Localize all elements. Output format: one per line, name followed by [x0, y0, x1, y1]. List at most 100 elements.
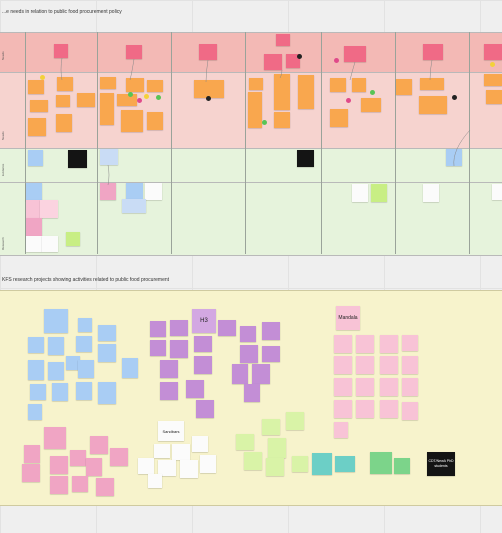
sticky-note[interactable] — [98, 325, 116, 341]
sticky-note[interactable] — [96, 478, 114, 496]
sticky-note[interactable] — [352, 78, 366, 92]
cluster-header-note[interactable] — [44, 427, 66, 449]
sticky-note[interactable] — [402, 335, 418, 351]
sticky-note[interactable] — [244, 452, 262, 470]
sticky-note[interactable] — [121, 110, 143, 132]
emoji-sticker[interactable] — [346, 98, 351, 103]
sticky-note[interactable] — [28, 80, 44, 94]
sticky-note[interactable] — [48, 362, 64, 380]
sticky-note[interactable] — [361, 98, 381, 112]
sticky-note[interactable] — [352, 184, 368, 202]
sticky-note[interactable] — [330, 109, 348, 127]
sticky-note[interactable] — [335, 456, 355, 472]
sticky-note[interactable] — [70, 450, 86, 466]
emoji-sticker[interactable] — [144, 94, 149, 99]
sticky-note[interactable] — [42, 236, 58, 252]
emoji-sticker[interactable] — [128, 92, 133, 97]
sticky-note[interactable] — [402, 402, 418, 420]
cluster-header-note[interactable]: CDT/NewA PhD students — [427, 452, 455, 476]
sticky-note[interactable] — [380, 335, 398, 353]
sticky-note[interactable] — [423, 44, 443, 60]
sticky-note[interactable] — [28, 337, 44, 353]
sticky-note[interactable] — [180, 460, 198, 478]
sticky-note[interactable] — [286, 54, 300, 68]
sticky-note[interactable] — [98, 382, 116, 404]
sticky-note[interactable] — [126, 45, 142, 59]
emoji-sticker[interactable] — [297, 54, 302, 59]
sticky-note[interactable] — [380, 378, 398, 396]
sticky-note[interactable] — [394, 458, 410, 474]
sticky-note[interactable] — [248, 92, 262, 128]
sticky-note[interactable] — [330, 78, 346, 92]
sticky-note[interactable] — [138, 458, 154, 474]
sticky-note[interactable] — [200, 455, 216, 473]
sticky-note[interactable] — [66, 356, 80, 370]
sticky-note[interactable] — [380, 356, 398, 374]
emoji-sticker[interactable] — [262, 120, 267, 125]
sticky-note[interactable] — [252, 364, 270, 384]
sticky-note[interactable] — [484, 74, 502, 86]
sticky-note[interactable] — [77, 93, 95, 107]
sticky-note[interactable] — [160, 360, 178, 378]
sticky-note[interactable] — [196, 400, 214, 418]
sticky-note[interactable] — [334, 356, 352, 374]
sticky-note[interactable] — [26, 236, 42, 252]
sticky-note[interactable] — [56, 95, 70, 107]
sticky-note[interactable] — [170, 340, 188, 358]
emoji-sticker[interactable] — [452, 95, 457, 100]
sticky-note[interactable] — [356, 335, 374, 353]
sticky-note[interactable] — [402, 378, 418, 396]
sticky-note[interactable] — [122, 358, 138, 378]
sticky-note[interactable] — [150, 321, 166, 337]
sticky-note[interactable] — [28, 404, 42, 420]
sticky-note[interactable] — [68, 150, 87, 168]
sticky-note[interactable] — [370, 452, 392, 474]
sticky-note[interactable] — [24, 445, 40, 463]
sticky-note[interactable] — [194, 336, 212, 352]
sticky-note[interactable] — [334, 335, 352, 353]
emoji-sticker[interactable] — [156, 95, 161, 100]
sticky-note[interactable] — [160, 382, 178, 400]
sticky-note[interactable] — [90, 436, 108, 454]
sticky-note[interactable] — [244, 384, 260, 402]
sticky-note[interactable] — [78, 360, 94, 378]
sticky-note[interactable] — [262, 419, 280, 435]
sticky-note[interactable] — [371, 184, 387, 202]
sticky-note[interactable] — [312, 453, 332, 475]
sticky-note[interactable] — [100, 93, 114, 125]
sticky-note[interactable] — [356, 400, 374, 418]
sticky-note[interactable] — [117, 94, 137, 106]
sticky-note[interactable] — [122, 199, 146, 213]
sticky-note[interactable] — [26, 218, 42, 236]
sticky-note[interactable] — [232, 364, 248, 384]
sticky-note[interactable] — [199, 44, 217, 60]
sticky-note[interactable] — [236, 434, 254, 450]
sticky-note[interactable] — [264, 54, 282, 70]
sticky-note[interactable] — [334, 422, 348, 438]
sticky-note[interactable] — [186, 380, 204, 398]
sticky-note[interactable] — [286, 412, 304, 430]
sticky-note[interactable] — [334, 400, 352, 418]
sticky-note[interactable] — [30, 384, 46, 400]
sticky-note[interactable] — [147, 112, 163, 130]
sticky-note[interactable] — [297, 150, 314, 167]
sticky-note[interactable] — [26, 183, 42, 201]
emoji-sticker[interactable] — [40, 75, 45, 80]
sticky-note[interactable] — [268, 438, 286, 458]
sticky-note[interactable] — [48, 337, 64, 355]
sticky-note[interactable] — [170, 320, 188, 336]
sticky-note[interactable] — [334, 378, 352, 396]
sticky-note[interactable] — [274, 74, 290, 110]
sticky-note[interactable] — [50, 456, 68, 474]
sticky-note[interactable] — [66, 232, 80, 246]
sticky-note[interactable] — [56, 114, 72, 132]
sticky-note[interactable] — [28, 150, 43, 166]
sticky-note[interactable] — [72, 476, 88, 492]
sticky-note[interactable] — [298, 75, 314, 109]
sticky-note[interactable] — [276, 34, 290, 46]
sticky-note[interactable] — [54, 44, 68, 58]
sticky-note[interactable] — [30, 100, 48, 112]
sticky-note[interactable] — [356, 356, 374, 374]
sticky-note[interactable] — [356, 378, 374, 396]
cluster-header-note[interactable]: Mandala — [336, 306, 360, 330]
